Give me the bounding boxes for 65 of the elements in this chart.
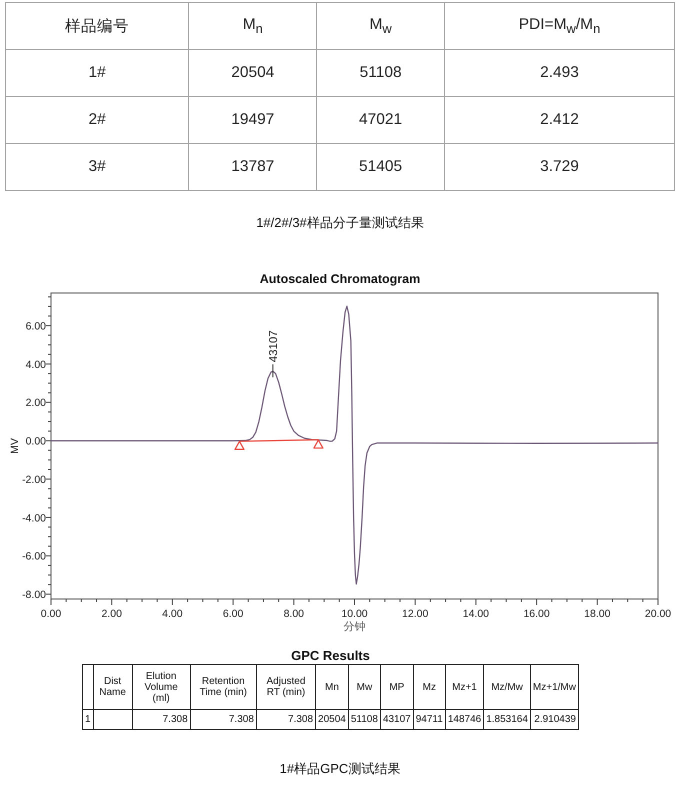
category-label: Elution Volume (ml) bbox=[132, 664, 190, 710]
text: 51108 bbox=[350, 714, 378, 725]
x-axis-title: 分钟 bbox=[344, 621, 366, 633]
text: 148746 bbox=[448, 714, 482, 725]
category-label: M$_{w}$ bbox=[316, 2, 444, 50]
category-label: Mn bbox=[316, 664, 348, 710]
y-axis-title: MV bbox=[9, 438, 21, 454]
text: 样品编号 bbox=[6, 2, 189, 50]
x-tick-label: 12.00 bbox=[402, 608, 428, 620]
y-tick-label: -2.00 bbox=[22, 474, 46, 486]
category-label: Mz+1/Mw bbox=[530, 664, 578, 710]
category-label: 3# bbox=[88, 158, 106, 175]
text: 7.308 bbox=[228, 714, 254, 725]
category-label: 2# bbox=[88, 111, 106, 128]
category-label: MP bbox=[380, 664, 414, 710]
x-tick-label: 0.00 bbox=[40, 608, 62, 620]
y-tick-label: 6.00 bbox=[26, 320, 46, 332]
line-series bbox=[50, 306, 659, 585]
category-label: Mz+1 bbox=[445, 664, 484, 710]
chart-title: Autoscaled Chromatogram bbox=[260, 272, 420, 286]
x-tick-label: 18.00 bbox=[584, 608, 611, 620]
text: 94711 bbox=[416, 714, 443, 725]
text: 13787 bbox=[231, 158, 274, 175]
x-tick-label: 8.00 bbox=[284, 608, 304, 620]
category-label: Retention Time (min) bbox=[190, 664, 256, 710]
text: 51405 bbox=[359, 158, 402, 175]
x-tick-label: 6.00 bbox=[222, 608, 244, 620]
x-tick-label: 4.00 bbox=[162, 608, 183, 620]
category-label: Dist Name bbox=[93, 664, 132, 710]
text: 43107 bbox=[382, 714, 411, 725]
y-tick-label: 4.00 bbox=[26, 358, 46, 371]
text: 7.308 bbox=[162, 714, 188, 725]
text: 2.493 bbox=[540, 64, 579, 81]
category-label: PDI=M$_{w}$/M$_{n}$ bbox=[444, 2, 674, 50]
category-label: 1# bbox=[88, 64, 106, 81]
category-label: Mz bbox=[413, 664, 446, 710]
text: 3.729 bbox=[540, 158, 579, 175]
x-tick-label: 14.00 bbox=[462, 608, 490, 620]
text: 51108 bbox=[360, 64, 402, 81]
category-label: M$_{n}$ bbox=[188, 2, 317, 50]
text: 1.853164 bbox=[486, 714, 528, 725]
category-label: 1 bbox=[85, 714, 91, 725]
x-tick-label: 20.00 bbox=[644, 608, 672, 620]
category-label: Mz/Mw bbox=[484, 664, 530, 710]
text: 1#样品GPC测试结果 bbox=[278, 760, 402, 778]
y-tick-label: 0.00 bbox=[26, 436, 46, 448]
y-tick-label: -4.00 bbox=[22, 512, 46, 524]
y-tick-label: -8.00 bbox=[22, 589, 46, 602]
x-tick-label: 2.00 bbox=[101, 608, 122, 620]
y-tick-label: -6.00 bbox=[22, 550, 46, 563]
category-label: Mw bbox=[348, 664, 380, 710]
x-tick-label: 10.00 bbox=[341, 608, 368, 620]
text: 20504 bbox=[231, 64, 274, 81]
y-tick-label: 2.00 bbox=[26, 397, 46, 410]
text: GPC Results bbox=[290, 647, 371, 664]
annotation: 43107 bbox=[268, 330, 280, 362]
text: 2.412 bbox=[540, 111, 579, 128]
text: 1#/2#/3#样品分子量测试结果 bbox=[255, 214, 425, 232]
text: 7.308 bbox=[288, 714, 314, 725]
x-tick-label: 16.00 bbox=[523, 608, 550, 620]
category-label: Adjusted RT (min) bbox=[256, 664, 316, 710]
text: 47021 bbox=[359, 111, 402, 128]
text: 19497 bbox=[231, 111, 274, 128]
text: 20504 bbox=[318, 714, 346, 725]
text: 2.910439 bbox=[534, 714, 576, 725]
